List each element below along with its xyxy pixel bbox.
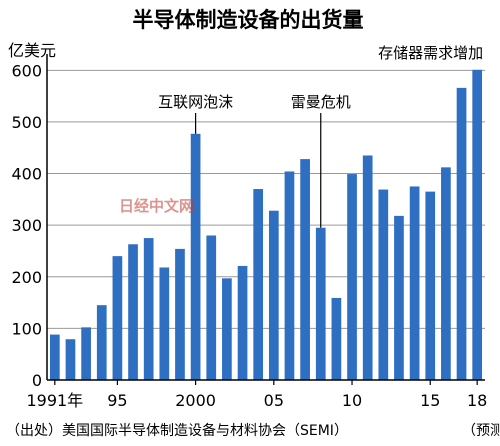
bar	[190, 133, 201, 380]
bar	[159, 267, 170, 380]
axes	[46, 54, 485, 385]
bar	[331, 297, 342, 380]
y-axis-unit-label: 亿美元	[8, 41, 56, 60]
bar	[378, 189, 389, 380]
watermark: 日经中文网	[119, 197, 194, 215]
y-tick-label: 400	[11, 165, 42, 184]
y-tick-label: 200	[11, 268, 42, 287]
bar	[284, 171, 295, 380]
bar	[143, 238, 154, 380]
bar	[175, 248, 185, 380]
bar	[81, 327, 91, 380]
x-tick-label: 95	[107, 391, 127, 410]
annotations: 互联网泡沫 雷曼危机 存储器需求增加	[158, 44, 483, 228]
y-tick-label: 500	[11, 113, 42, 132]
bar	[456, 87, 467, 380]
bar	[128, 244, 138, 380]
bar	[49, 334, 60, 380]
x-tick-label: 2000	[175, 391, 216, 410]
bar	[268, 210, 279, 380]
x-tick-label: 15	[420, 391, 440, 410]
annotation-label: 互联网泡沫	[158, 93, 233, 111]
y-tick-label: 0	[32, 371, 42, 390]
y-tick-label: 300	[11, 216, 42, 235]
annotation-label: 雷曼危机	[291, 93, 351, 111]
y-tick-label: 100	[11, 319, 42, 338]
bar	[206, 235, 217, 380]
bar	[253, 189, 264, 380]
bar	[472, 69, 483, 380]
bars	[49, 69, 483, 380]
bar	[347, 174, 357, 380]
bar	[300, 159, 310, 380]
y-tick-labels: 0 100 200 300 400 500 600	[11, 61, 42, 390]
bar	[112, 256, 123, 380]
bar	[409, 186, 420, 380]
bar	[315, 227, 326, 380]
annotation-label: 存储器需求增加	[378, 44, 483, 62]
x-tick-label: 10	[342, 391, 362, 410]
chart-title: 半导体制造设备的出货量	[133, 8, 364, 32]
bar	[441, 167, 451, 380]
forecast-note: （预测）	[462, 423, 500, 439]
x-tick-label: 18	[467, 391, 487, 410]
bar	[65, 339, 76, 380]
bar	[425, 191, 436, 380]
y-tick-label: 600	[11, 61, 42, 80]
bar	[362, 155, 373, 380]
bar	[394, 215, 404, 380]
bar	[222, 278, 232, 380]
x-tick-label: 05	[264, 391, 284, 410]
source-note: （出处）美国国际半导体制造设备与材料协会（SEMI）	[6, 422, 348, 439]
bar	[237, 265, 248, 380]
bar	[96, 305, 107, 380]
x-tick-labels: 1991年 95 2000 05 10 15 18	[26, 391, 487, 410]
x-tick-label: 1991年	[26, 391, 83, 410]
